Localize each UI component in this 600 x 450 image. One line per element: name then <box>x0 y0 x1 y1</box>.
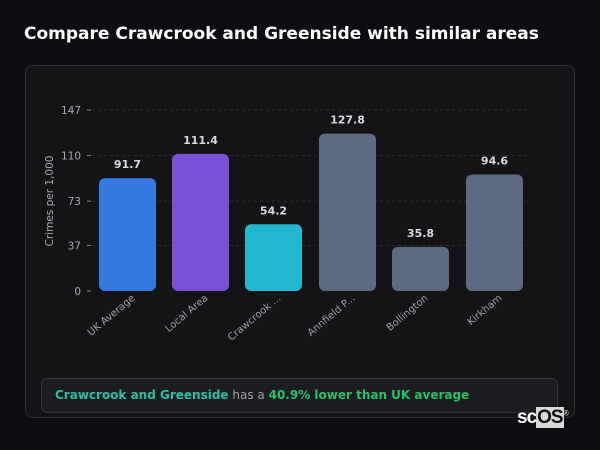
x-tick-label: Annfield P... <box>306 293 358 339</box>
x-tick-label: Crawcrook ... <box>226 293 283 344</box>
bar <box>99 178 156 291</box>
scos-logo: scOS® <box>517 407 569 428</box>
x-tick-label: Kirkham <box>466 293 505 328</box>
summary-area: Crawcrook and Greenside <box>55 388 229 402</box>
bar <box>245 224 302 291</box>
summary-result: 40.9% lower than UK average <box>268 388 470 402</box>
y-tick-label: 37 <box>68 240 81 252</box>
page-title: Compare Crawcrook and Greenside with sim… <box>24 24 539 44</box>
y-tick-label: 147 <box>61 105 81 117</box>
x-tick-label: Local Area <box>163 293 210 335</box>
bar-value-label: 94.6 <box>481 155 508 168</box>
y-tick-label: 73 <box>68 196 81 208</box>
bar-value-label: 54.2 <box>260 204 287 217</box>
bar <box>392 246 449 291</box>
bar <box>172 153 229 291</box>
bar <box>319 133 376 291</box>
bar-value-label: 35.8 <box>407 227 434 240</box>
y-tick-label: 110 <box>61 151 81 163</box>
y-tick-label: 0 <box>74 286 81 298</box>
x-tick-label: UK Average <box>86 293 138 339</box>
summary-box: Crawcrook and Greenside has a 40.9% lowe… <box>41 378 558 413</box>
bar-value-label: 111.4 <box>183 134 218 147</box>
bar-value-label: 91.7 <box>114 158 141 171</box>
y-axis-label: Crimes per 1,000 <box>44 156 56 247</box>
summary-connector: has a <box>228 388 269 402</box>
bar-value-label: 127.8 <box>330 114 365 127</box>
bar <box>466 174 523 291</box>
x-tick-label: Bollington <box>385 293 431 334</box>
